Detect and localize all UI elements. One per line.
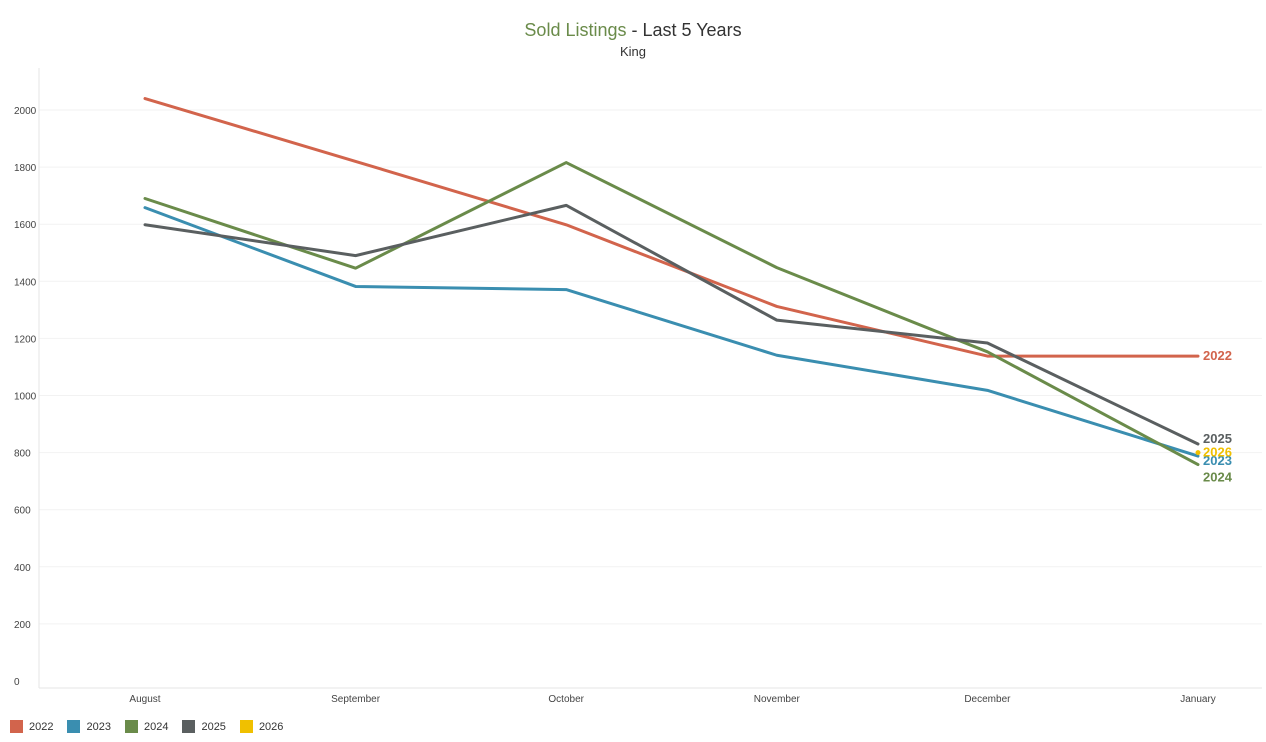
x-tick-label: January <box>1180 694 1216 705</box>
legend-label: 2023 <box>86 720 111 733</box>
x-tick-label: November <box>754 694 801 705</box>
legend-item-2023[interactable]: 2023 <box>67 720 111 733</box>
series-point-2026 <box>1195 450 1201 456</box>
y-tick-label: 1600 <box>14 220 37 231</box>
series-line-2022 <box>143 97 1200 358</box>
legend-swatch <box>124 720 138 733</box>
y-tick-label: 200 <box>14 620 31 631</box>
chart-title-rest: Last 5 Years <box>642 20 742 40</box>
chart-title-main: Sold Listings <box>524 20 627 40</box>
series-line-2024 <box>143 161 1200 467</box>
y-tick-label: 1000 <box>14 392 37 403</box>
legend-swatch <box>239 720 253 733</box>
series-end-label-2024: 2024 <box>1203 470 1233 485</box>
chart-subtitle: King <box>619 44 647 59</box>
x-tick-label: December <box>964 694 1011 705</box>
legend-label: 2022 <box>29 720 54 733</box>
chart-legend: 2022 2023 2024 2025 2026 <box>10 720 297 733</box>
y-tick-label: 1400 <box>14 277 37 288</box>
y-tick-label: 1200 <box>14 334 37 345</box>
legend-label: 2024 <box>143 720 169 733</box>
legend-swatch <box>67 720 81 733</box>
legend-swatch <box>10 720 23 733</box>
series-end-label-2022: 2022 <box>1203 348 1232 363</box>
y-tick-label: 800 <box>14 449 31 460</box>
x-tick-label: October <box>548 694 584 705</box>
series-line-2025 <box>143 203 1200 446</box>
chart-title-sep: - <box>626 20 643 40</box>
y-tick-label: 2000 <box>14 106 37 117</box>
legend-item-2024[interactable]: 2024 <box>124 720 169 733</box>
x-tick-label: September <box>331 694 381 705</box>
y-tick-label: 0 <box>14 677 20 688</box>
series-end-label-2025: 2025 <box>1203 431 1232 446</box>
series-end-label-2023: 2023 <box>1203 453 1232 468</box>
series-end-label-2026: 2026 <box>1203 445 1232 460</box>
series-line-2023 <box>143 206 1200 458</box>
y-tick-label: 1800 <box>14 163 37 174</box>
legend-item-2025[interactable]: 2025 <box>182 720 226 733</box>
legend-item-2026[interactable]: 2026 <box>239 720 284 733</box>
legend-label: 2025 <box>201 720 226 733</box>
legend-swatch <box>182 720 196 733</box>
y-tick-label: 400 <box>14 563 31 574</box>
legend-label: 2026 <box>258 720 284 733</box>
y-tick-label: 600 <box>14 506 31 517</box>
legend-item-2022[interactable]: 2022 <box>10 720 53 733</box>
x-tick-label: August <box>129 694 160 705</box>
chart-title: Sold Listings - Last 5 Years <box>0 20 1266 41</box>
